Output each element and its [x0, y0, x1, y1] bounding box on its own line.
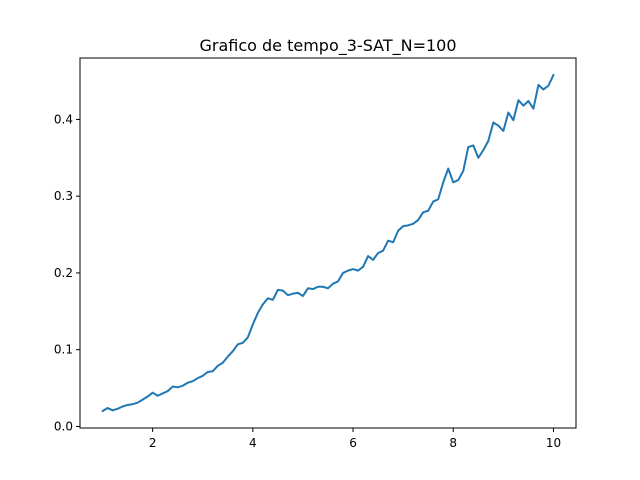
series-layer — [101, 73, 555, 413]
plot-area — [79, 57, 577, 429]
y-tick-label: 0.0 — [54, 419, 73, 433]
series-line — [101, 73, 555, 413]
y-tick-label: 0.1 — [54, 343, 73, 357]
x-axis: 2 4 6 8 10 — [149, 428, 561, 450]
y-axis: 0.0 0.1 0.2 0.3 0.4 — [54, 112, 80, 433]
y-tick-label: 0.2 — [54, 266, 73, 280]
chart-title: Grafico de tempo_3-SAT_N=100 — [199, 36, 456, 56]
y-tick-label: 0.4 — [54, 112, 73, 126]
x-tick-label: 10 — [546, 436, 561, 450]
x-tick-label: 8 — [449, 436, 457, 450]
x-tick-label: 2 — [149, 436, 157, 450]
x-tick-label: 4 — [249, 436, 257, 450]
axes-frame — [79, 57, 577, 429]
y-tick-label: 0.3 — [54, 189, 73, 203]
x-tick-label: 6 — [349, 436, 357, 450]
